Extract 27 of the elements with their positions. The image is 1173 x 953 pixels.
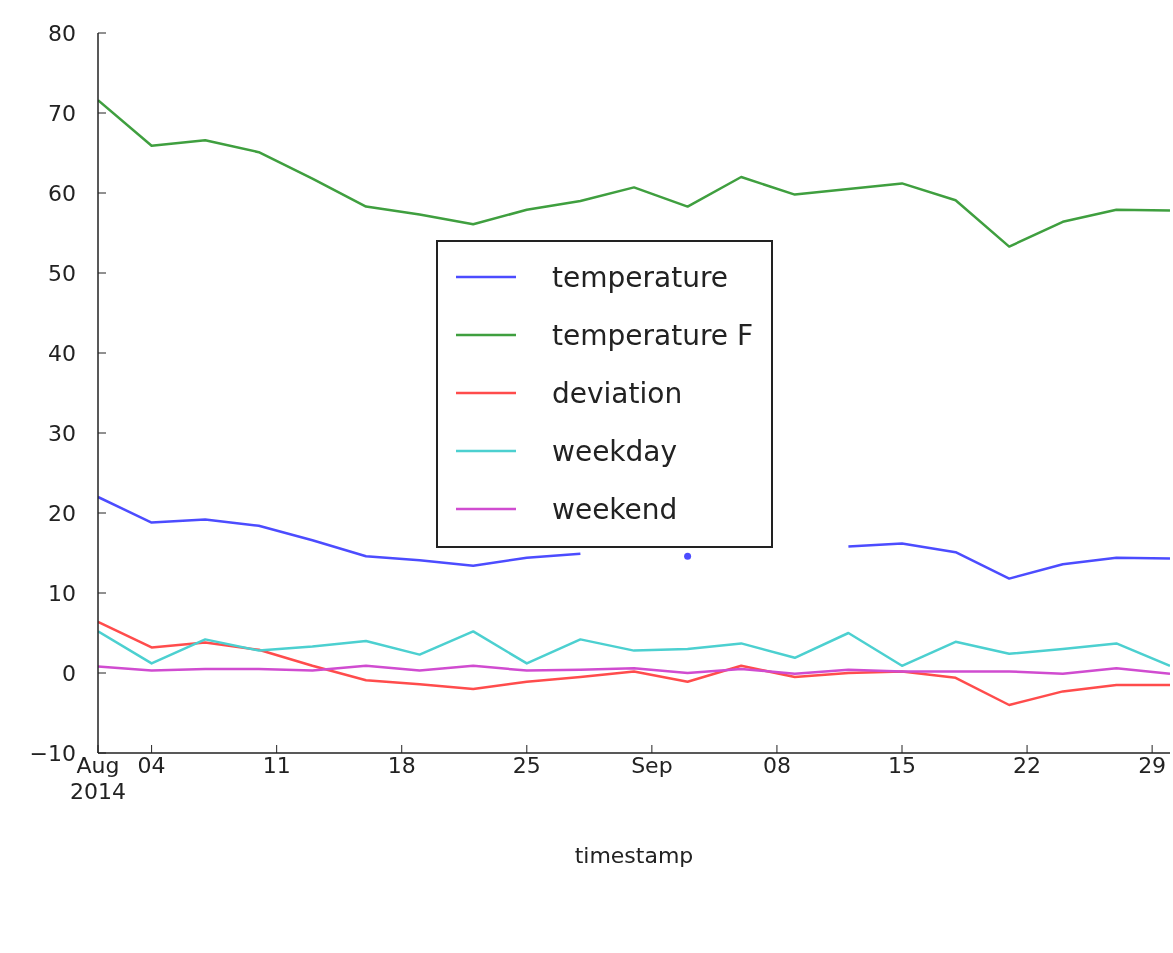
x-tick-label: 29	[1138, 753, 1167, 778]
y-tick-label: 40	[48, 340, 76, 366]
x-tick-label: Sep	[631, 753, 673, 778]
y-tick-label: 80	[48, 20, 76, 46]
y-tick-label: 20	[48, 500, 76, 526]
legend-label: temperature F	[552, 318, 754, 352]
line-series	[98, 98, 1170, 248]
y-tick-label: 50	[48, 260, 76, 286]
y-tick-label: 70	[48, 100, 76, 126]
x-tick-label: 25	[512, 753, 541, 778]
x-tick-label: 08	[762, 753, 791, 778]
x-tick-label: 04	[137, 753, 166, 778]
y-tick-label: 30	[48, 420, 76, 446]
x-tick-label: 15	[888, 753, 916, 778]
y-tick-label: 10	[48, 580, 76, 606]
x-axis-title: timestamp	[574, 843, 694, 868]
x-tick-label: 11	[262, 753, 291, 778]
x-tick-label: 22	[1013, 753, 1042, 778]
legend-label: temperature	[552, 260, 728, 294]
y-tick-label: 0	[62, 660, 76, 686]
x-tick-label: 18	[387, 753, 416, 778]
line-series	[98, 630, 1170, 668]
y-tick-label: 60	[48, 180, 76, 206]
line-series	[98, 664, 1170, 676]
legend-label: weekend	[552, 492, 678, 526]
legend-label: deviation	[552, 376, 683, 410]
legend-label: weekday	[552, 434, 678, 468]
